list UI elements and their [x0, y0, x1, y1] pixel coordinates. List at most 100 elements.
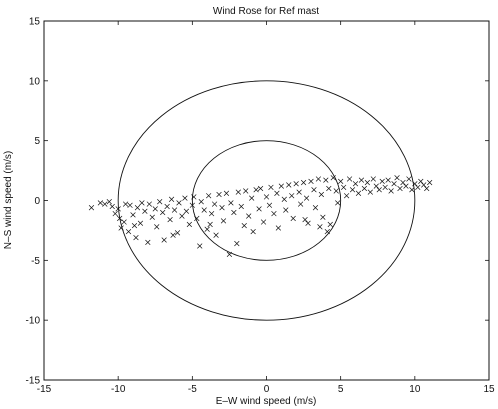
- data-point: [206, 193, 212, 199]
- data-point: [427, 179, 433, 186]
- data-point: [167, 216, 173, 223]
- x-tick-label: -5: [188, 384, 197, 395]
- data-point: [376, 187, 382, 193]
- data-point: [340, 184, 347, 190]
- data-point: [197, 243, 203, 249]
- y-tick-label: -10: [26, 316, 41, 327]
- data-point: [250, 228, 256, 235]
- x-tick-label: 5: [338, 384, 344, 395]
- data-point: [194, 215, 200, 222]
- y-tick-label: 0: [34, 196, 40, 207]
- data-point: [127, 202, 133, 208]
- data-point: [271, 211, 277, 217]
- data-point: [349, 187, 356, 193]
- data-point: [137, 220, 144, 226]
- data-point: [308, 178, 314, 185]
- data-point: [312, 205, 319, 211]
- y-axis-label: N–S wind speed (m/s): [3, 151, 14, 249]
- data-point: [118, 225, 124, 231]
- data-point: [338, 178, 344, 185]
- data-point: [130, 212, 136, 218]
- data-point: [278, 183, 284, 189]
- data-point: [171, 207, 178, 213]
- data-point: [418, 178, 424, 185]
- data-point: [355, 190, 362, 196]
- data-point: [204, 226, 210, 232]
- data-point: [106, 199, 112, 205]
- x-tick-label: -10: [111, 384, 126, 395]
- data-point: [311, 187, 317, 193]
- data-point: [142, 208, 148, 214]
- data-point: [186, 221, 193, 228]
- data-point: [324, 228, 330, 235]
- data-point: [238, 203, 244, 210]
- data-point: [266, 202, 273, 208]
- data-point: [134, 205, 141, 211]
- data-point: [373, 183, 379, 189]
- data-point: [121, 219, 127, 225]
- data-point: [370, 176, 376, 182]
- data-point: [112, 211, 118, 217]
- data-point: [257, 185, 264, 192]
- data-point: [333, 188, 339, 194]
- data-point: [235, 189, 241, 195]
- data-point: [412, 181, 418, 187]
- data-point: [164, 203, 170, 210]
- data-point: [179, 213, 185, 219]
- x-tick-label: 0: [264, 384, 270, 395]
- chart-title: Wind Rose for Ref mast: [213, 6, 319, 17]
- data-point: [246, 213, 252, 219]
- data-point: [183, 208, 190, 214]
- x-axis-ticks: -15 -10 -5 0 5 10 15: [37, 21, 495, 395]
- data-point: [241, 222, 247, 229]
- data-point: [330, 175, 336, 181]
- y-tick-label: 15: [29, 17, 41, 28]
- data-point: [182, 195, 188, 201]
- data-point: [234, 240, 240, 247]
- data-point: [145, 239, 151, 246]
- data-point: [318, 191, 325, 198]
- data-point: [249, 195, 255, 201]
- x-axis-label: E–W wind speed (m/s): [216, 396, 317, 407]
- data-point: [213, 232, 219, 238]
- data-point: [358, 177, 365, 183]
- data-point: [296, 189, 302, 195]
- data-point: [300, 179, 307, 186]
- data-point: [303, 195, 310, 201]
- data-point: [391, 181, 397, 187]
- data-point: [364, 179, 371, 186]
- data-point: [343, 193, 350, 199]
- y-tick-label: -15: [26, 376, 41, 387]
- data-point: [394, 175, 400, 181]
- data-point: [226, 251, 233, 257]
- data-point: [168, 196, 175, 202]
- data-point: [115, 206, 121, 212]
- data-point: [289, 193, 295, 199]
- data-point: [297, 201, 304, 207]
- data-point: [424, 185, 430, 192]
- data-point: [335, 200, 341, 206]
- data-point: [275, 225, 282, 231]
- y-tick-label: -5: [31, 256, 40, 267]
- data-point: [220, 218, 227, 224]
- data-point: [160, 209, 166, 216]
- data-point: [201, 207, 207, 213]
- data-point: [327, 221, 333, 228]
- data-point: [131, 222, 138, 229]
- data-point: [323, 177, 329, 183]
- data-point: [228, 200, 234, 206]
- data-point: [109, 203, 115, 210]
- data-point: [268, 184, 274, 190]
- data-point: [409, 187, 415, 193]
- data-point: [346, 176, 353, 182]
- data-point: [382, 184, 388, 190]
- data-point: [154, 224, 160, 230]
- data-point: [352, 181, 359, 187]
- data-point: [388, 188, 394, 194]
- data-point: [379, 178, 385, 185]
- data-point: [315, 176, 322, 182]
- data-point: [161, 237, 167, 243]
- data-point: [152, 206, 158, 212]
- data-point: [406, 176, 412, 182]
- data-point: [400, 179, 406, 186]
